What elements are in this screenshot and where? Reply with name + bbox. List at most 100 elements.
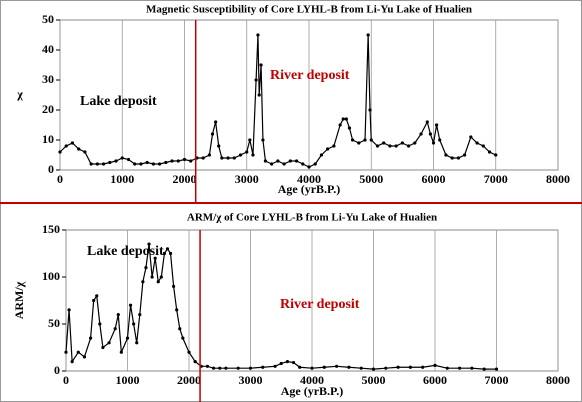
x-tick-label: 0 [63, 373, 69, 387]
data-point [407, 144, 411, 148]
chart-title: Magnetic Susceptibility of Core LYHL-B f… [146, 4, 472, 16]
data-point [347, 126, 352, 130]
data-point [494, 153, 498, 157]
data-point [310, 366, 314, 370]
data-point [83, 150, 87, 154]
data-point [64, 144, 68, 148]
x-tick-label: 5000 [359, 172, 383, 186]
data-point [332, 144, 336, 148]
data-point [82, 355, 87, 359]
data-point [259, 63, 263, 67]
data-point [394, 144, 398, 148]
data-point [119, 350, 123, 354]
data-point [475, 141, 479, 145]
data-point [70, 141, 75, 145]
data-point [153, 256, 157, 260]
x-tick-label: 4000 [297, 172, 321, 186]
data-point [291, 360, 296, 365]
data-point [101, 162, 106, 166]
annotation: Lake deposit [87, 244, 164, 259]
data-point [150, 275, 154, 279]
data-point [450, 156, 454, 160]
data-point [344, 117, 348, 121]
data-point [469, 135, 473, 139]
data-point [338, 123, 342, 127]
data-point [335, 364, 339, 368]
annotation: River deposit [280, 297, 360, 312]
data-point [419, 132, 423, 136]
data-point [288, 159, 292, 163]
series-line [65, 244, 497, 370]
data-point [347, 365, 351, 369]
data-point [107, 341, 111, 345]
x-tick-label: 0 [57, 172, 63, 186]
data-point [431, 141, 436, 145]
data-point [224, 366, 228, 370]
y-tick-label: 50 [48, 316, 60, 330]
data-point [92, 298, 96, 303]
data-point [175, 308, 179, 312]
data-point [95, 294, 99, 298]
x-axis-label: Age (yrB.P.) [278, 182, 341, 196]
data-point [307, 165, 311, 169]
x-tick-label: 4000 [300, 373, 324, 387]
data-point [210, 132, 215, 136]
data-point [256, 33, 260, 37]
data-point [164, 160, 168, 165]
x-tick-label: 7000 [485, 373, 509, 387]
x-tick-label: 2000 [177, 373, 201, 387]
data-point [408, 365, 412, 369]
data-point [220, 156, 224, 160]
y-tick-label: 0 [54, 363, 60, 377]
data-point [226, 156, 230, 160]
data-point [145, 160, 149, 165]
data-point [298, 365, 302, 369]
data-point [147, 242, 151, 246]
y-axis-label: χ [16, 87, 23, 101]
data-point [201, 156, 205, 160]
data-point [67, 308, 71, 312]
data-point [114, 159, 118, 163]
data-point [301, 162, 305, 166]
y-tick-label: 0 [48, 162, 54, 176]
data-point [217, 144, 221, 148]
data-point [151, 162, 155, 166]
data-point [126, 157, 131, 162]
data-point [263, 159, 268, 163]
data-point [388, 144, 392, 148]
data-point [108, 160, 112, 165]
data-point [294, 159, 299, 163]
data-point [357, 141, 361, 145]
data-point [470, 366, 474, 370]
data-point [139, 162, 143, 166]
data-point [326, 147, 330, 151]
data-point [438, 138, 442, 142]
data-point [375, 144, 380, 148]
data-point [236, 366, 240, 370]
data-point [273, 364, 277, 368]
data-point [363, 138, 367, 142]
data-point [413, 141, 417, 145]
data-point [64, 350, 68, 354]
data-point [159, 275, 163, 279]
data-point [245, 150, 249, 154]
x-tick-label: 3000 [235, 172, 259, 186]
data-point [254, 78, 258, 82]
data-point [487, 150, 492, 154]
annotation: Lake deposit [80, 94, 157, 109]
data-point [205, 364, 210, 368]
data-point [384, 366, 388, 370]
data-point [444, 153, 448, 157]
data-point [58, 150, 62, 154]
data-point [261, 138, 265, 142]
data-point [144, 266, 148, 270]
data-point [257, 93, 261, 97]
y-tick-label: 150 [42, 222, 60, 236]
data-point [248, 138, 252, 142]
data-point [212, 366, 216, 370]
chart-title: ARM/χ of Core LYHL-B from Li-Yu Lake of … [187, 212, 437, 224]
y-tick-label: 20 [42, 102, 54, 116]
data-point [77, 147, 81, 151]
